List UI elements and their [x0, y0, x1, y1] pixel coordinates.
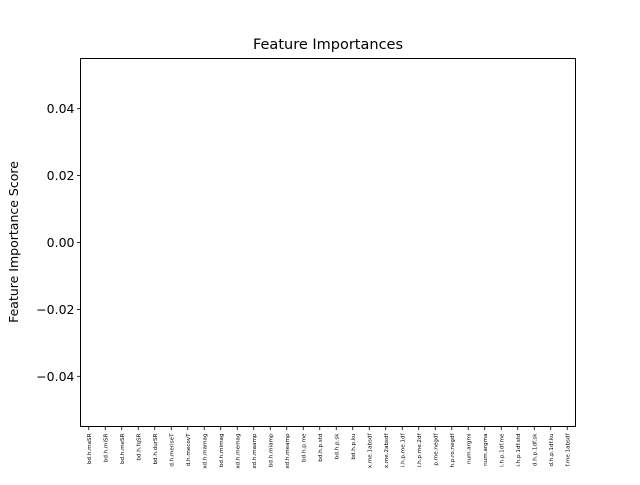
x-ticks-layer: bd.h.maSR bd.h.miSR bd.h.meSR bd.h.fqSR bd.h… [87, 426, 571, 469]
y-tick-label: 0.04 [47, 101, 75, 116]
x-tick-label: xd.h.maamp [252, 433, 258, 469]
x-tick-label: bd.h.fqSR [136, 433, 142, 460]
x-tick-label: xd.h.memag [235, 433, 241, 469]
x-tick-label: d.h.mecovT [186, 433, 192, 466]
x-tick-label: num.argmi [466, 433, 472, 464]
y-tick-label: 0.02 [47, 168, 75, 183]
x-tick-label: i.h.p.me.2df [417, 432, 423, 467]
y-ticks-layer: 0.04 0.02 0.00 −0.02 −0.04 [36, 101, 81, 384]
x-tick-label: xd.h.mamag [202, 433, 208, 469]
x-tick-label: f.me.1absdf [565, 432, 571, 466]
chart-title: Feature Importances [253, 37, 403, 53]
x-tick-label: i.h.p.1df.std [516, 433, 522, 467]
x-tick-label: d.h.p.1df.ku [549, 433, 555, 466]
y-tick-label: 0.00 [47, 235, 75, 250]
x-tick-label: bd.h.p.ku [351, 433, 357, 460]
x-tick-label: h.p.ro.negdf [450, 432, 456, 467]
x-tick-label: d.h.meriseT [169, 433, 175, 467]
x-tick-label: p.me.negdf [433, 432, 439, 465]
x-tick-label: bd.h.miSR [103, 433, 109, 462]
x-tick-label: i.h.p.1df.me [499, 433, 505, 467]
x-tick-label: i.h.p.me.1df [400, 432, 406, 467]
x-tick-label: x.me.1absdf [367, 432, 373, 468]
y-axis-label: Feature Importance Score [6, 161, 21, 323]
x-tick-label: bd.h.miamp [268, 433, 274, 467]
x-tick-label: bd.h.mimag [219, 433, 225, 467]
x-tick-label: d.h.p.1df.sk [532, 433, 538, 466]
x-tick-label: num.argma [483, 434, 489, 466]
x-tick-label: bd.h.p.sk [334, 433, 340, 459]
y-tick-label: −0.02 [36, 302, 74, 317]
x-tick-label: bd.h.p.me [301, 433, 307, 462]
x-tick-label: x.me.2absdf [384, 432, 390, 468]
x-tick-label: bd.h.durSR [153, 433, 159, 464]
y-tick-label: −0.04 [36, 369, 74, 384]
x-tick-label: bd.h.meSR [120, 433, 126, 464]
x-tick-label: bd.h.p.std [318, 433, 324, 462]
x-tick-label: bd.h.maSR [87, 433, 93, 464]
plot-frame [80, 58, 576, 427]
x-tick-label: xd.h.meamp [285, 433, 291, 469]
